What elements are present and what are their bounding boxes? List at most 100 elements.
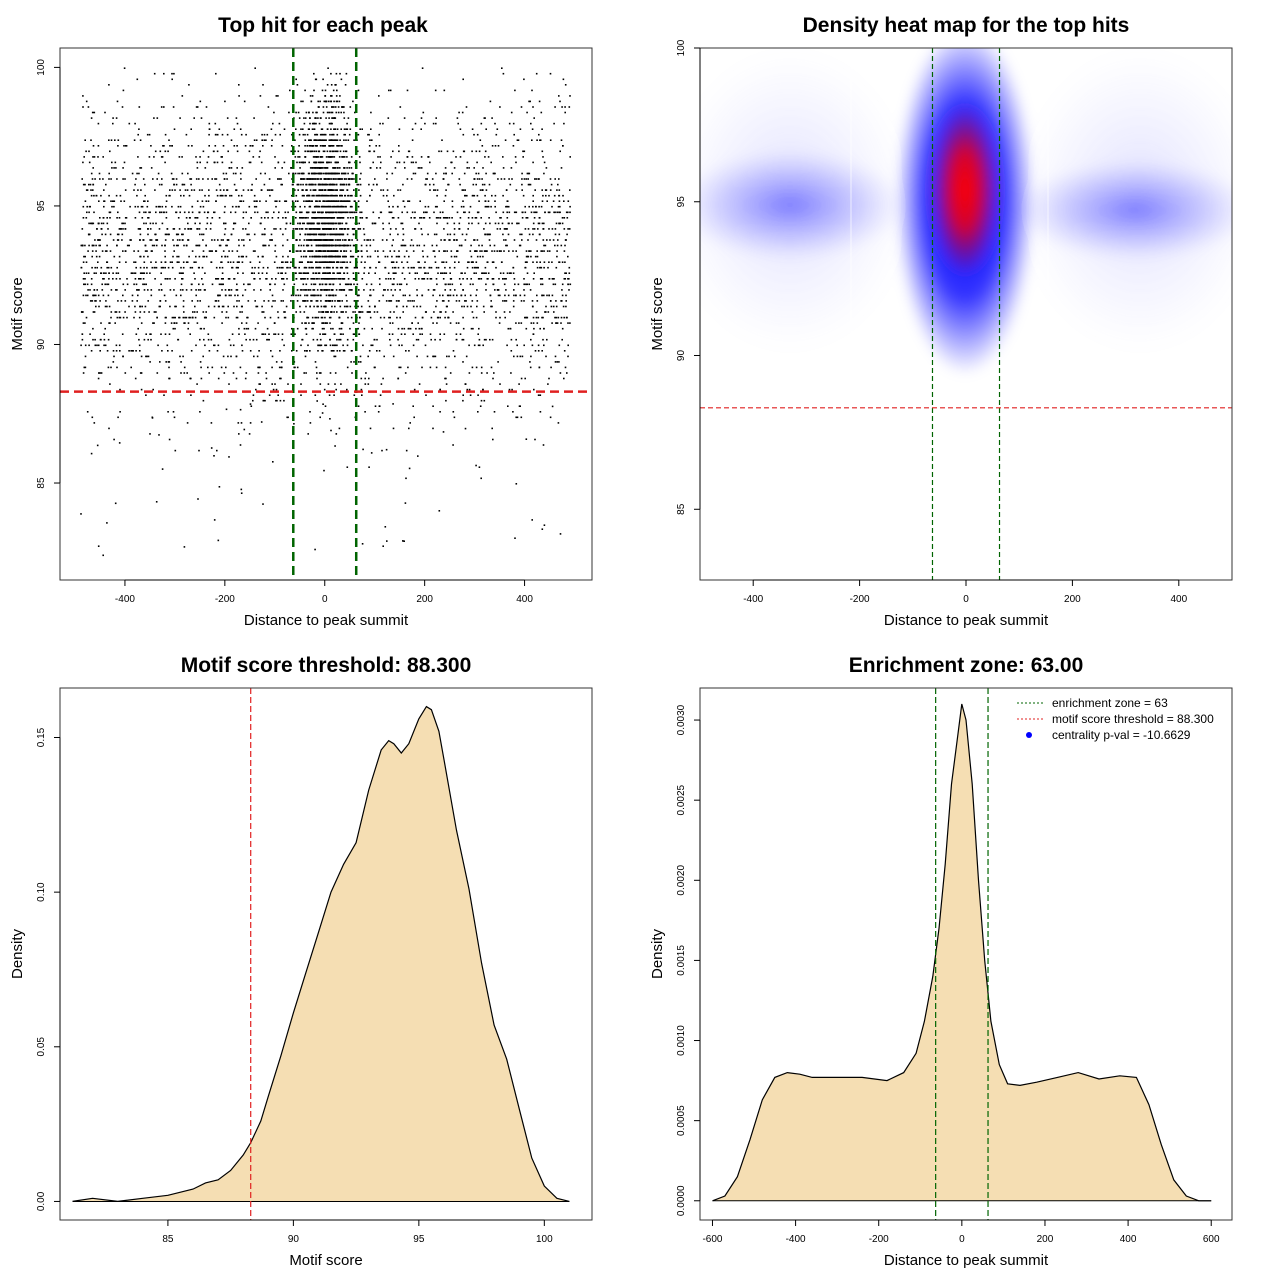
scatter-point (328, 156, 330, 158)
scatter-point (381, 449, 383, 452)
scatter-point (102, 278, 104, 280)
scatter-point (302, 161, 305, 164)
scatter-point (336, 194, 338, 197)
scatter-point (273, 211, 275, 214)
scatter-point (348, 289, 351, 291)
scatter-point (561, 327, 564, 330)
scatter-point (328, 183, 331, 186)
scatter-point (322, 403, 324, 405)
scatter-point (296, 84, 299, 86)
scatter-point (261, 255, 264, 258)
scatter-point (295, 217, 297, 219)
scatter-point (474, 266, 476, 269)
scatter-point (198, 449, 200, 452)
scatter-point (343, 139, 345, 141)
scatter-point (558, 200, 561, 202)
scatter-point (433, 289, 436, 291)
scatter-point (311, 172, 313, 175)
scatter-point (284, 211, 287, 214)
scatter-point (452, 294, 455, 297)
scatter-point (285, 217, 287, 219)
scatter-point (311, 222, 313, 225)
scatter-point (278, 266, 281, 269)
scatter-point (342, 172, 345, 175)
scatter-point (309, 422, 312, 424)
scatter-point (395, 305, 398, 308)
scatter-point (196, 322, 199, 324)
scatter-point (93, 422, 96, 424)
scatter-point (503, 239, 505, 241)
scatter-point (531, 344, 534, 347)
scatter-point (541, 222, 544, 225)
scatter-point (312, 278, 314, 280)
scatter-point (458, 222, 461, 225)
scatter-point (208, 250, 211, 252)
scatter-point (207, 178, 209, 180)
scatter-point (514, 156, 517, 158)
scatter-point (376, 338, 378, 341)
scatter-point (308, 178, 310, 180)
scatter-point (183, 372, 186, 374)
scatter-point (379, 167, 382, 169)
scatter-point (112, 350, 115, 352)
scatter-point (143, 266, 145, 269)
scatter-point (255, 200, 257, 202)
scatter-point (412, 244, 415, 247)
scatter-point (241, 261, 244, 263)
scatter-point (322, 261, 324, 263)
scatter-point (183, 211, 186, 214)
scatter-point (379, 156, 381, 158)
scatter-point (531, 305, 534, 308)
scatter-point (190, 128, 192, 130)
scatter-point (360, 211, 363, 214)
scatter-point (254, 211, 256, 214)
scatter-point (147, 217, 150, 219)
scatter-point (195, 261, 197, 263)
scatter-point (137, 189, 139, 191)
scatter-point (133, 139, 136, 141)
scatter-point (186, 372, 188, 374)
scatter-point (171, 72, 173, 75)
scatter-point (275, 278, 277, 280)
scatter-point (308, 145, 311, 147)
scatter-point (543, 172, 545, 175)
scatter-point (315, 156, 317, 158)
scatter-point (214, 122, 217, 125)
scatter-point (307, 344, 309, 347)
scatter-point (401, 344, 403, 347)
scatter-point (164, 266, 166, 269)
scatter-point (569, 211, 571, 214)
scatter-point (339, 338, 342, 341)
scatter-point (262, 266, 265, 269)
scatter-point (304, 156, 306, 158)
scatter-point (226, 255, 229, 258)
scatter-point (345, 239, 347, 241)
scatter-point (117, 416, 119, 419)
scatter-point (161, 266, 164, 269)
scatter-point (551, 205, 553, 208)
scatter-point (253, 200, 256, 202)
scatter-point (354, 111, 356, 114)
scatter-point (333, 255, 335, 258)
scatter-point (191, 283, 193, 286)
scatter-point (367, 355, 369, 358)
scatter-point (411, 139, 414, 141)
scatter-panel: Top hit for each peak -400 -200 0 200 400 85… (9, 14, 593, 629)
scatter-point (106, 217, 108, 219)
scatter-point (297, 200, 299, 202)
scatter-point (491, 305, 493, 308)
scatter-point (534, 178, 536, 180)
scatter-point (263, 139, 266, 141)
scatter-point (281, 333, 284, 335)
scatter-point (99, 244, 101, 247)
scatter-point (306, 294, 309, 297)
scatter-point (328, 117, 330, 119)
scatter-point (432, 294, 434, 297)
scatter-point (284, 200, 286, 202)
scatter-point (229, 261, 232, 263)
scatter-point (468, 388, 471, 391)
scatter-point (240, 194, 243, 197)
scatter-point (467, 261, 469, 263)
scatter-point (487, 200, 490, 202)
scatter-point (311, 327, 313, 330)
